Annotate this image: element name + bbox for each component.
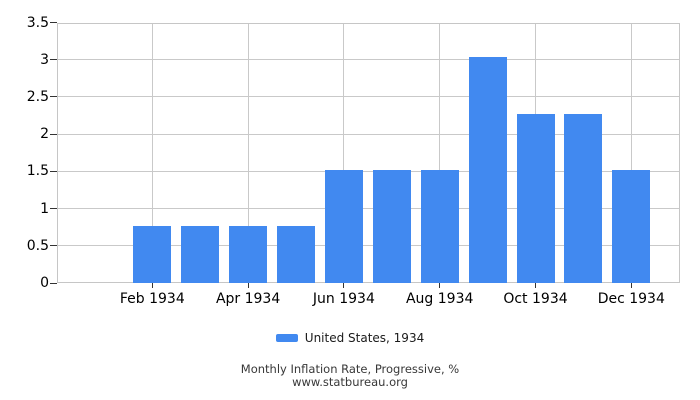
x-axis-tick: [151, 283, 153, 288]
y-axis-tick: [50, 170, 57, 172]
v-gridline: [151, 23, 153, 282]
y-tick-label: 2: [40, 126, 49, 143]
y-axis-tick: [50, 282, 57, 284]
y-axis-tick: [50, 245, 57, 247]
bar: [420, 169, 459, 283]
chart-source: www.statbureau.org: [292, 374, 408, 389]
y-axis-tick: [50, 133, 57, 135]
y-tick-label: 3.5: [26, 14, 49, 31]
y-tick-label: 3: [40, 51, 49, 68]
v-gridline: [630, 23, 632, 282]
y-tick-label: 2.5: [26, 88, 49, 105]
bar: [516, 114, 555, 283]
y-tick-label: 0.5: [26, 237, 49, 254]
x-tick-label: Feb 1934: [119, 291, 185, 307]
x-tick-label: Aug 1934: [405, 291, 474, 307]
v-gridline: [247, 23, 249, 282]
h-gridline: [58, 96, 679, 98]
x-axis-tick: [439, 283, 441, 288]
y-axis-tick: [50, 22, 57, 23]
x-tick-label: Jun 1934: [312, 291, 375, 307]
bar: [468, 57, 507, 283]
bar: [564, 114, 603, 283]
bar: [181, 226, 220, 283]
legend-swatch: [275, 334, 298, 342]
x-axis-tick: [247, 283, 249, 288]
bar: [229, 226, 268, 283]
legend: United States, 1934: [0, 330, 700, 346]
bar: [133, 226, 172, 283]
v-gridline: [439, 23, 441, 282]
h-gridline: [58, 59, 679, 61]
y-axis-tick: [50, 96, 57, 98]
x-axis-tick: [630, 283, 632, 288]
h-gridline: [58, 170, 679, 172]
v-gridline: [343, 23, 345, 282]
plot-area: [57, 22, 680, 283]
bar: [277, 226, 315, 283]
x-axis-tick: [343, 283, 345, 288]
h-gridline: [58, 208, 679, 210]
h-gridline: [58, 245, 679, 247]
h-gridline: [58, 133, 679, 135]
x-tick-label: Dec 1934: [597, 291, 665, 307]
chart-title: Monthly Inflation Rate, Progressive, %: [240, 362, 460, 376]
chart-title-block: Monthly Inflation Rate, Progressive, % w…: [0, 363, 700, 388]
x-tick-label: Oct 1934: [503, 291, 568, 307]
y-axis-tick: [50, 208, 57, 210]
bar: [372, 169, 411, 283]
y-axis-tick: [50, 59, 57, 61]
y-tick-label: 1: [40, 200, 49, 217]
bar: [612, 169, 651, 283]
x-tick-label: Apr 1934: [215, 291, 281, 307]
legend-label: United States, 1934: [304, 331, 425, 345]
y-tick-label: 1.5: [26, 163, 49, 180]
y-tick-label: 0: [40, 275, 49, 291]
bar: [324, 169, 363, 283]
x-axis-tick: [535, 283, 536, 288]
